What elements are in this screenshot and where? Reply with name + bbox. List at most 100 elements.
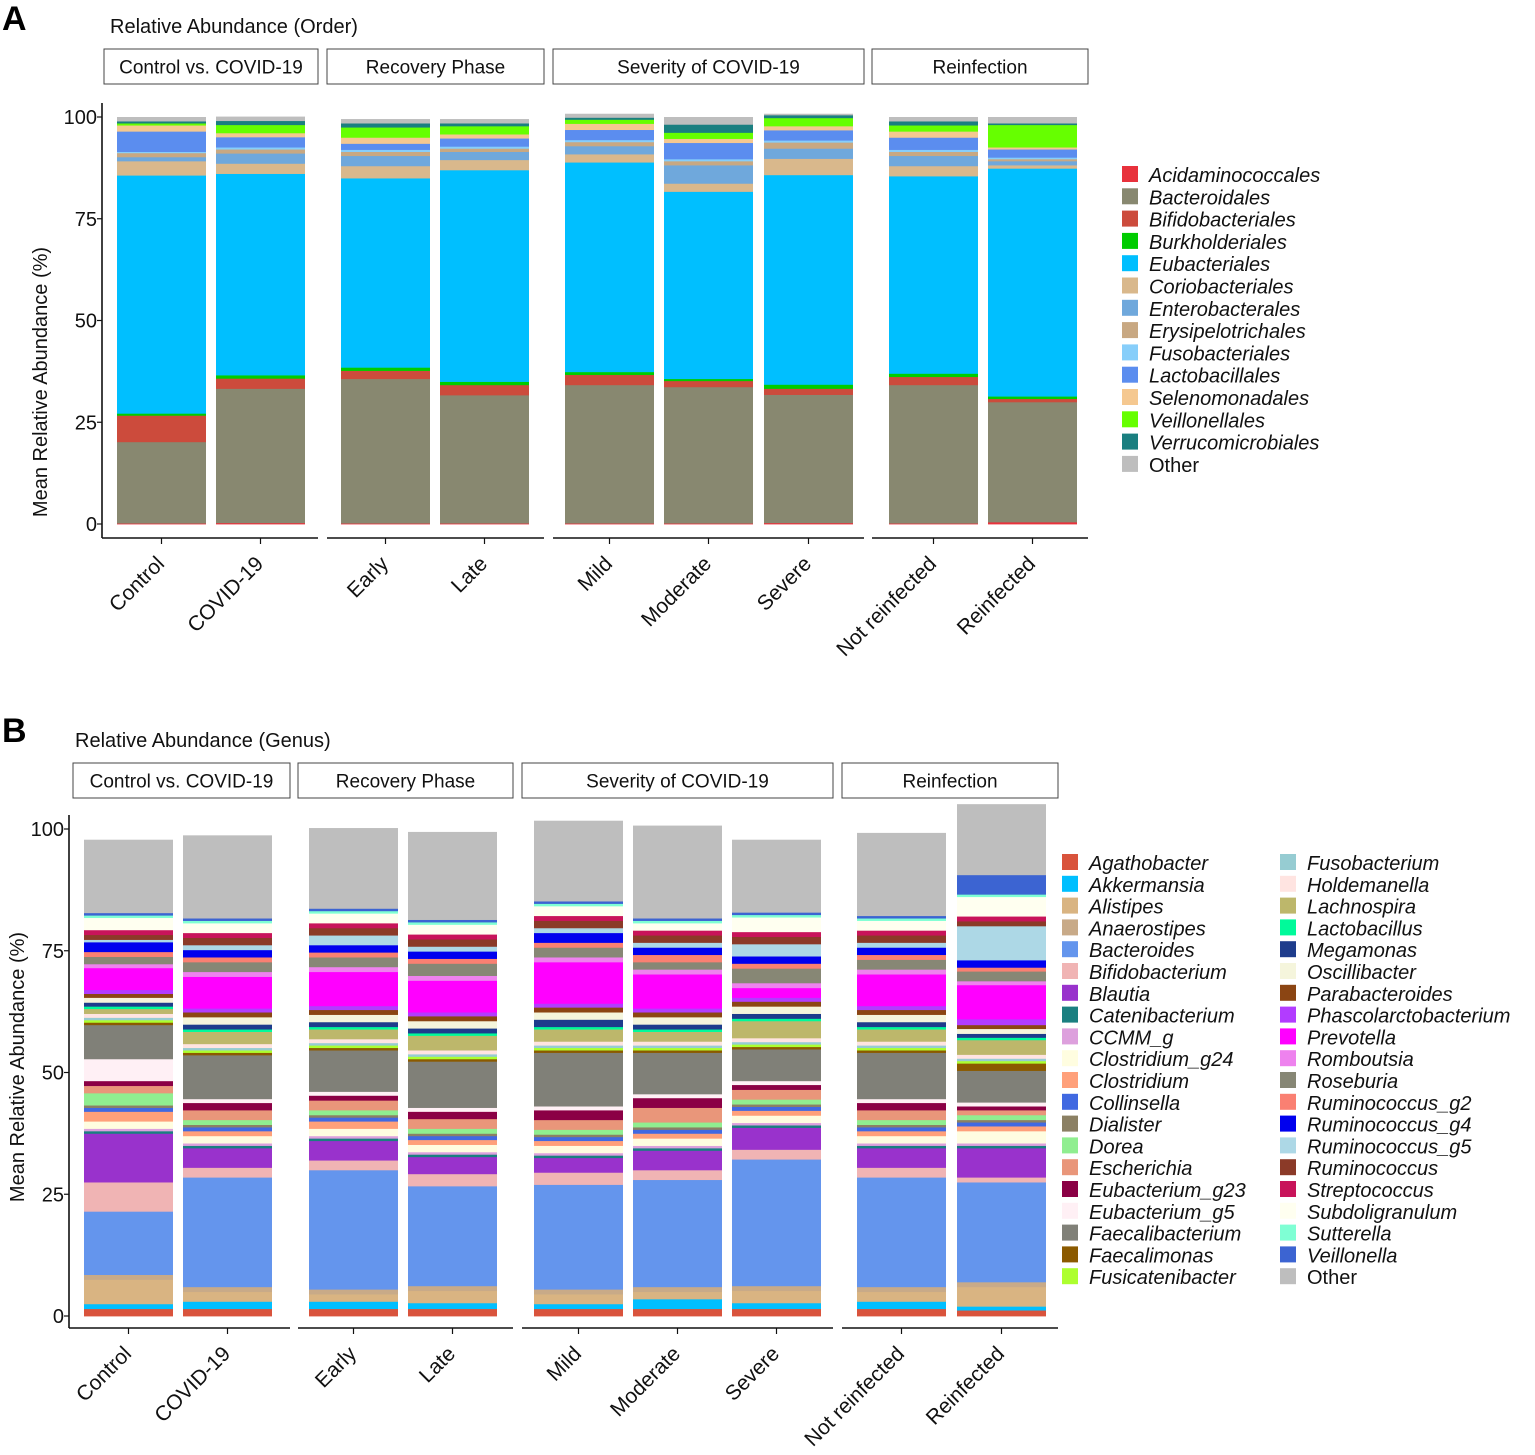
- bar-segment-veillonellales: [889, 125, 978, 132]
- bar-segment-burkholderiales: [565, 371, 654, 376]
- legend-swatch: [1062, 941, 1078, 958]
- bar-segment-verrucomicrobiales: [764, 114, 853, 119]
- bar-segment-enterobacterales: [565, 145, 654, 155]
- bar-segment-dialister: [183, 1124, 272, 1128]
- bar-segment-other: [957, 804, 1046, 876]
- bar-segment-eubacterium-g5: [183, 1098, 272, 1104]
- bar-segment-subdoligranulum: [408, 924, 497, 935]
- bar-segment-lachnospira: [732, 1020, 821, 1039]
- bar-segment-dialister: [408, 1133, 497, 1137]
- bar-segment-parabacteroides: [534, 1007, 623, 1013]
- bar-segment-enterobacterales: [764, 148, 853, 159]
- bar-segment-roseburia: [857, 959, 946, 970]
- bar-segment-lactobacillus: [534, 1026, 623, 1030]
- bar-segment-dorea: [408, 1128, 497, 1134]
- legend-label: Sutterella: [1307, 1224, 1392, 1246]
- bar-segment-other: [764, 113, 853, 116]
- bar-segment-lactobacillales: [764, 130, 853, 141]
- bar-segment-escherichia: [633, 1107, 722, 1123]
- legend-label: Romboutsia: [1307, 1049, 1414, 1071]
- bar-segment-ruminococcus: [84, 934, 173, 940]
- legend-label: Enterobacterales: [1149, 299, 1300, 321]
- bar-segment-anaerostipes: [84, 1274, 173, 1280]
- bar-segment-lachnospira: [857, 1029, 946, 1042]
- legend-label: Oscillibacter: [1307, 962, 1417, 984]
- bar-segment-eubacterium-g23: [857, 1102, 946, 1111]
- bar-stack-severe: [764, 113, 853, 525]
- bar-stack-reinfected: [988, 117, 1077, 525]
- legend-item-sutterella: Sutterella: [1280, 1224, 1392, 1246]
- legend-swatch: [1280, 1181, 1296, 1197]
- bar-segment-fusobacterium: [732, 1041, 821, 1045]
- bar-segment-fusobacteriales: [440, 146, 529, 149]
- legend-item-streptococcus: Streptococcus: [1280, 1180, 1434, 1202]
- legend-label: Eubacterium_g23: [1089, 1180, 1246, 1202]
- legend-swatch: [1280, 963, 1296, 979]
- bar-segment-fusobacteriales: [565, 139, 654, 143]
- legend-item-bacteroidales: Bacteroidales: [1122, 187, 1270, 209]
- legend-item-other: Other: [1280, 1267, 1357, 1289]
- legend-item-collinsella: Collinsella: [1062, 1093, 1180, 1115]
- bar-segment-clostridium: [408, 1139, 497, 1145]
- legend-swatch: [1280, 875, 1296, 892]
- legend-item-enterobacterales: Enterobacterales: [1122, 299, 1300, 321]
- bar-segment-phascolarctobacterium: [84, 989, 173, 995]
- y-tick-label: 0: [86, 514, 97, 536]
- bar-segment-streptococcus: [957, 916, 1046, 922]
- bar-segment-faecalimonas: [732, 1046, 821, 1050]
- bar-segment-eubacterium-g23: [183, 1102, 272, 1111]
- bar-segment-agathobacter: [309, 1308, 398, 1317]
- legend-label: Holdemanella: [1307, 875, 1429, 897]
- legend-label: Lactobacillus: [1307, 918, 1423, 940]
- bar-segment-prevotella: [408, 980, 497, 1013]
- facet-strip-box: [552, 48, 865, 85]
- bar-segment-collinsella: [183, 1127, 272, 1132]
- bar-segment-burkholderiales: [117, 413, 206, 416]
- bar-segment-bifidobacteriales: [664, 380, 753, 388]
- legend-item-catenibacterium: Catenibacterium: [1062, 1006, 1235, 1028]
- facet-strip-box: [521, 762, 834, 799]
- bar-segment-streptococcus: [857, 930, 946, 936]
- x-tick-label: Mild: [574, 552, 617, 595]
- bar-segment-anaerostipes: [957, 1281, 1046, 1288]
- bar-stack-reinfected: [957, 804, 1046, 1317]
- bar-segment-selenomonadales: [117, 125, 206, 132]
- legend-swatch: [1062, 1050, 1078, 1067]
- legend-label: Streptococcus: [1307, 1180, 1434, 1202]
- bar-segment-fusicatenibacter: [857, 1047, 946, 1051]
- bar-segment-eubacterium-g23: [732, 1084, 821, 1090]
- bar-segment-erysipelotrichales: [565, 141, 654, 147]
- bar-segment-other: [633, 825, 722, 919]
- bar-segment-fusobacterium: [309, 1042, 398, 1046]
- x-tick-label: Severe: [753, 552, 816, 615]
- bar-segment-ccmm-g: [732, 1122, 821, 1126]
- bar-segment-escherichia: [309, 1100, 398, 1111]
- legend-swatch: [1122, 344, 1138, 361]
- bar-segment-ruminococcus-g5: [309, 935, 398, 946]
- legend-item-roseburia: Roseburia: [1280, 1071, 1398, 1093]
- bar-segment-enterobacterales: [117, 156, 206, 162]
- bar-segment-parabacteroides: [857, 1009, 946, 1015]
- bar-segment-ruminococcus-g5: [84, 939, 173, 943]
- legend-item-megamonas: Megamonas: [1280, 940, 1417, 962]
- y-tick-label: 100: [64, 107, 97, 129]
- legend-label: Coriobacteriales: [1149, 277, 1294, 299]
- legend-item-veillonella: Veillonella: [1280, 1245, 1397, 1267]
- bar-segment-fusobacterium: [534, 1045, 623, 1049]
- bar-segment-fusobacteriales: [664, 158, 753, 162]
- bar-segment-oscillibacter: [633, 1016, 722, 1025]
- bar-segment-bacteroides: [534, 1184, 623, 1290]
- bar-segment-bacteroides: [633, 1179, 722, 1288]
- bar-segment-coriobacteriales: [440, 159, 529, 171]
- legend-swatch: [1280, 1137, 1296, 1154]
- legend-swatch: [1280, 1246, 1296, 1263]
- bar-segment-lachnospira: [84, 1008, 173, 1014]
- legend-item-other: Other: [1122, 455, 1199, 477]
- bar-segment-megamonas: [408, 1028, 497, 1034]
- bar-segment-blautia: [84, 1133, 173, 1183]
- legend-label: Megamonas: [1307, 940, 1417, 962]
- bar-segment-clostridium: [957, 1126, 1046, 1132]
- bar-segment-coriobacteriales: [889, 165, 978, 177]
- bar-segment-collinsella: [408, 1135, 497, 1141]
- bar-segment-bacteroidales: [889, 384, 978, 524]
